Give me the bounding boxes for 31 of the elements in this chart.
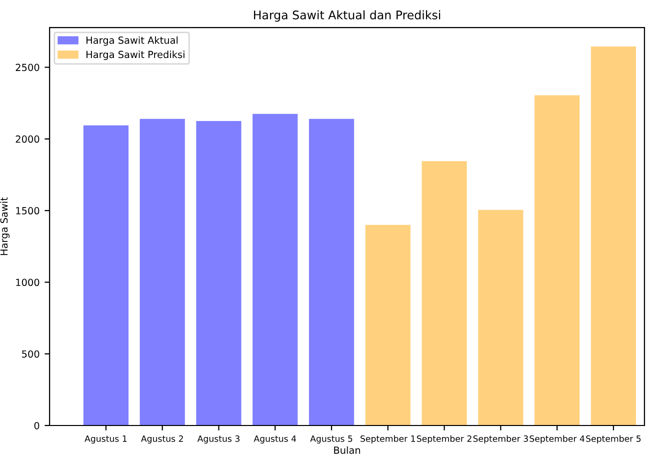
x-tick-label: September 4	[530, 435, 584, 444]
bar	[422, 161, 467, 426]
x-tick-label: Agustus 2	[141, 435, 183, 444]
bar	[196, 121, 242, 426]
chart-title: Harga Sawit Aktual dan Prediksi	[254, 10, 440, 22]
x-tick-label: September 2	[416, 435, 472, 444]
bar	[590, 46, 636, 426]
y-tick-label: 2500	[16, 64, 40, 72]
bar	[308, 118, 354, 426]
legend-label: Harga Sawit Prediksi	[86, 50, 184, 60]
x-tick-label: September 1	[360, 435, 416, 444]
bar	[365, 224, 410, 426]
y-tick-label: 500	[22, 350, 40, 358]
x-tick-label: September 3	[473, 435, 528, 444]
x-tick-label: Agustus 1	[84, 435, 127, 444]
y-tick-label: 1500	[16, 207, 40, 214]
bar	[140, 118, 185, 426]
y-tick-label: 0	[34, 422, 40, 430]
y-axis-title: Harga Sawit	[0, 197, 10, 256]
x-tick-label: Agustus 3	[197, 435, 240, 444]
bar	[534, 95, 580, 426]
x-tick-label: Agustus 4	[254, 435, 296, 444]
x-tick-label: Agustus 5	[310, 435, 352, 444]
y-tick-label: 1000	[16, 278, 40, 286]
legend-label: Harga Sawit Aktual	[86, 36, 178, 46]
y-tick-label: 2000	[16, 135, 40, 143]
x-tick-label: September 5	[586, 435, 641, 444]
bar	[478, 210, 524, 426]
x-axis-title: Bulan	[334, 446, 360, 454]
bar	[83, 125, 129, 426]
bar	[252, 114, 298, 426]
